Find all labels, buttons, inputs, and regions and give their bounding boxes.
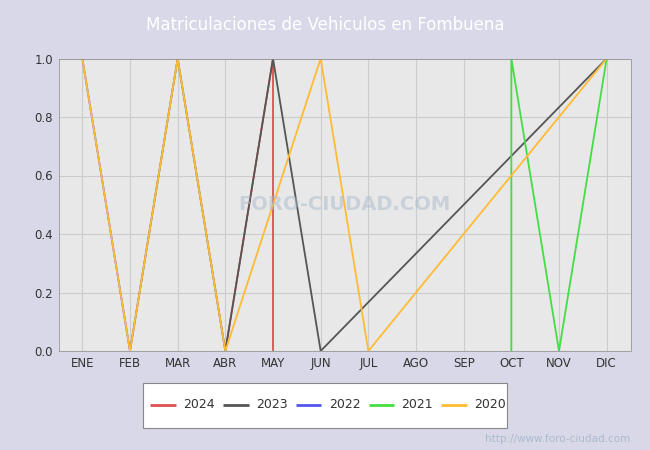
Text: Matriculaciones de Vehiculos en Fombuena: Matriculaciones de Vehiculos en Fombuena [146, 16, 504, 34]
Text: 2022: 2022 [329, 399, 360, 411]
Text: FORO-CIUDAD.COM: FORO-CIUDAD.COM [239, 195, 450, 214]
Text: 2024: 2024 [183, 399, 214, 411]
Text: 2023: 2023 [256, 399, 287, 411]
Text: 2021: 2021 [402, 399, 433, 411]
Text: 2020: 2020 [474, 399, 506, 411]
Text: http://www.foro-ciudad.com: http://www.foro-ciudad.com [486, 434, 630, 444]
